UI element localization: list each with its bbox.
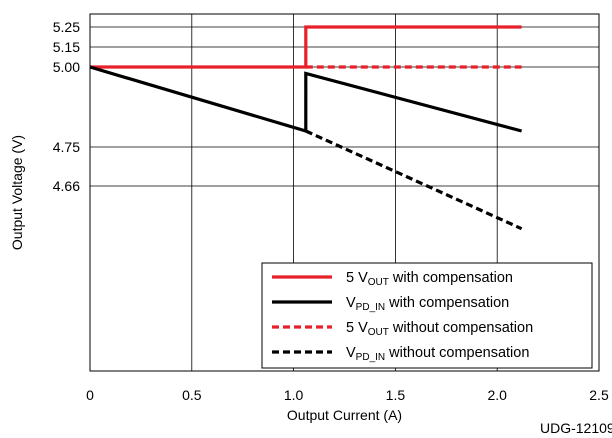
x-tick-label: 1.0	[284, 387, 304, 403]
y-tick-label: 5.15	[53, 39, 80, 55]
x-tick-label: 0.5	[182, 387, 202, 403]
x-tick-label: 0	[86, 387, 94, 403]
legend-label: VPD_IN with compensation	[346, 295, 509, 313]
y-tick-label: 4.75	[53, 139, 80, 155]
series-line-vout_comp	[90, 25, 522, 69]
series-line-vpd_nocomp	[305, 129, 523, 231]
y-tick-labels: 5.25 5.15 5.00 4.75 4.66	[53, 19, 80, 194]
x-tick-label: 1.5	[386, 387, 406, 403]
series-line-vpd_comp	[89, 65, 523, 134]
y-axis-label: Output Voltage (V)	[9, 135, 25, 250]
legend: 5 VOUT with compensation VPD_IN with comp…	[261, 262, 593, 369]
series-lines	[89, 25, 523, 231]
x-tick-label: 2.0	[487, 387, 507, 403]
plot-frame	[89, 13, 600, 372]
legend-label: VPD_IN without compensation	[346, 345, 529, 363]
x-axis-label: Output Current (A)	[287, 407, 402, 423]
legend-label: 5 VOUT without compensation	[346, 320, 533, 338]
figure-id-footnote: UDG-12109	[540, 420, 612, 436]
y-tick-label: 5.25	[53, 19, 80, 35]
y-tick-label: 4.66	[53, 178, 80, 194]
x-tick-labels: 0 0.5 1.0 1.5 2.0 2.5	[86, 387, 609, 403]
x-tick-label: 2.5	[589, 387, 609, 403]
y-tick-label: 5.00	[53, 59, 80, 75]
legend-label: 5 VOUT with compensation	[346, 270, 513, 288]
